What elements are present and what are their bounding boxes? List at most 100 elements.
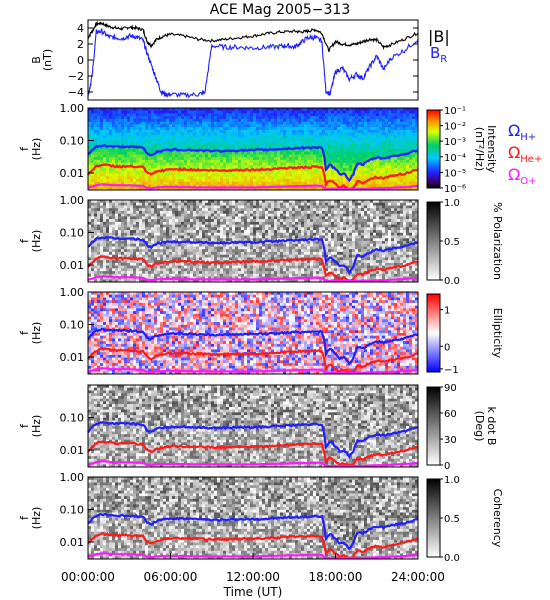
spectrogram-cell xyxy=(220,251,224,255)
spectrogram-cell xyxy=(406,113,410,117)
spectrogram-cell xyxy=(241,268,245,272)
spectrogram-cell xyxy=(397,157,401,161)
spectrogram-cell xyxy=(208,273,212,277)
spectrogram-cell xyxy=(127,124,131,128)
spectrogram-cell xyxy=(157,210,161,214)
spectrogram-cell xyxy=(262,110,266,114)
spectrogram-cell xyxy=(223,238,227,242)
spectrogram-cell xyxy=(199,205,203,209)
spectrogram-cell xyxy=(196,230,200,234)
spectrogram-cell xyxy=(181,230,185,234)
spectrogram-cell xyxy=(94,108,98,112)
spectrogram-cell xyxy=(349,140,353,144)
spectrogram-cell xyxy=(229,121,233,125)
spectrogram-cell xyxy=(151,179,155,183)
spectrogram-cell xyxy=(226,238,230,242)
spectrogram-cell xyxy=(145,249,149,253)
spectrogram-cell xyxy=(238,157,242,161)
spectrogram-cell xyxy=(163,254,167,258)
spectrogram-cell xyxy=(121,159,125,163)
spectrogram-cell xyxy=(223,243,227,247)
spectrogram-cell xyxy=(406,187,410,191)
spectrogram-cell xyxy=(175,173,179,177)
spectrogram-cell xyxy=(217,162,221,166)
spectrogram-cell xyxy=(238,143,242,147)
spectrogram-cell xyxy=(262,113,266,117)
spectrogram-cell xyxy=(241,154,245,158)
spectrogram-cell xyxy=(346,170,350,174)
spectrogram-cell xyxy=(280,121,284,125)
spectrogram-cell xyxy=(97,230,101,234)
spectrogram-cell xyxy=(244,127,248,131)
spectrogram-cell xyxy=(229,187,233,191)
spectrogram-cell xyxy=(163,219,167,223)
spectrogram-cell xyxy=(112,157,116,161)
spectrogram-cell xyxy=(394,151,398,155)
spectrogram-cell xyxy=(358,124,362,128)
spectrogram-cell xyxy=(319,159,323,163)
spectrogram-cell xyxy=(388,113,392,117)
spectrogram-cell xyxy=(307,162,311,166)
spectrogram-cell xyxy=(196,113,200,117)
spectrogram-cell xyxy=(199,224,203,228)
spectrogram-cell xyxy=(118,157,122,161)
o-cyclotron-line xyxy=(87,183,418,191)
spectrogram-cell xyxy=(121,129,125,133)
spectrogram-cell xyxy=(103,210,107,214)
spectrogram-cell xyxy=(247,251,251,255)
spectrogram-cell xyxy=(253,116,257,120)
spectrogram-cell xyxy=(190,146,194,150)
spectrogram-cell xyxy=(409,162,413,166)
spectrogram-cell xyxy=(118,265,122,269)
spectrogram-cell xyxy=(190,205,194,209)
spectrogram-cell xyxy=(406,181,410,185)
spectrogram-cell xyxy=(244,176,248,180)
spectrogram-cell xyxy=(253,179,257,183)
spectrogram-cell xyxy=(280,135,284,139)
spectrogram-cell xyxy=(121,176,125,180)
spectrogram-cell xyxy=(262,157,266,161)
spectrogram-cell xyxy=(229,251,233,255)
spectrogram-cell xyxy=(241,138,245,142)
spectrogram-cell xyxy=(355,140,359,144)
spectrogram-cell xyxy=(370,143,374,147)
spectrogram-cell xyxy=(223,165,227,169)
spectrogram-cell xyxy=(121,149,125,153)
spectrogram-cell xyxy=(346,157,350,161)
spectrogram-cell xyxy=(352,165,356,169)
spectrogram-cell xyxy=(121,110,125,114)
spectrogram-cell xyxy=(400,181,404,185)
spectrogram-cell xyxy=(148,127,152,131)
spectrogram-cell xyxy=(244,235,248,239)
spectrogram-cell xyxy=(163,208,167,212)
spectrogram-cell xyxy=(178,210,182,214)
spectrogram-cell xyxy=(166,227,170,231)
spectrogram-cell xyxy=(181,224,185,228)
spectrogram-cell xyxy=(145,221,149,225)
spectrogram-cell xyxy=(106,246,110,250)
spectrogram-cell xyxy=(139,151,143,155)
spectrogram-cell xyxy=(130,262,134,266)
spectrogram-cell xyxy=(121,154,125,158)
spectrogram-cell xyxy=(385,181,389,185)
spectrogram-cell xyxy=(241,235,245,239)
y-tick-label: −4 xyxy=(68,86,84,99)
spectrogram-cell xyxy=(211,187,215,191)
spectrogram-cell xyxy=(115,140,119,144)
spectrogram-cell xyxy=(265,159,269,163)
spectrogram-cell xyxy=(223,202,227,206)
spectrogram-cell xyxy=(181,262,185,266)
spectrogram-cell xyxy=(397,116,401,120)
spectrogram-cell xyxy=(247,273,251,277)
spectrogram-cell xyxy=(403,135,407,139)
spectrogram-cell xyxy=(238,279,242,283)
spectrogram-cell xyxy=(169,143,173,147)
spectrogram-cell xyxy=(97,276,101,280)
spectrogram-cell xyxy=(331,181,335,185)
spectrogram-cell xyxy=(127,246,131,250)
spectrogram-cell xyxy=(193,181,197,185)
spectrogram-cell xyxy=(178,227,182,231)
spectrogram-cell xyxy=(136,262,140,266)
spectrogram-cell xyxy=(211,108,215,112)
spectrogram-cell xyxy=(196,268,200,272)
